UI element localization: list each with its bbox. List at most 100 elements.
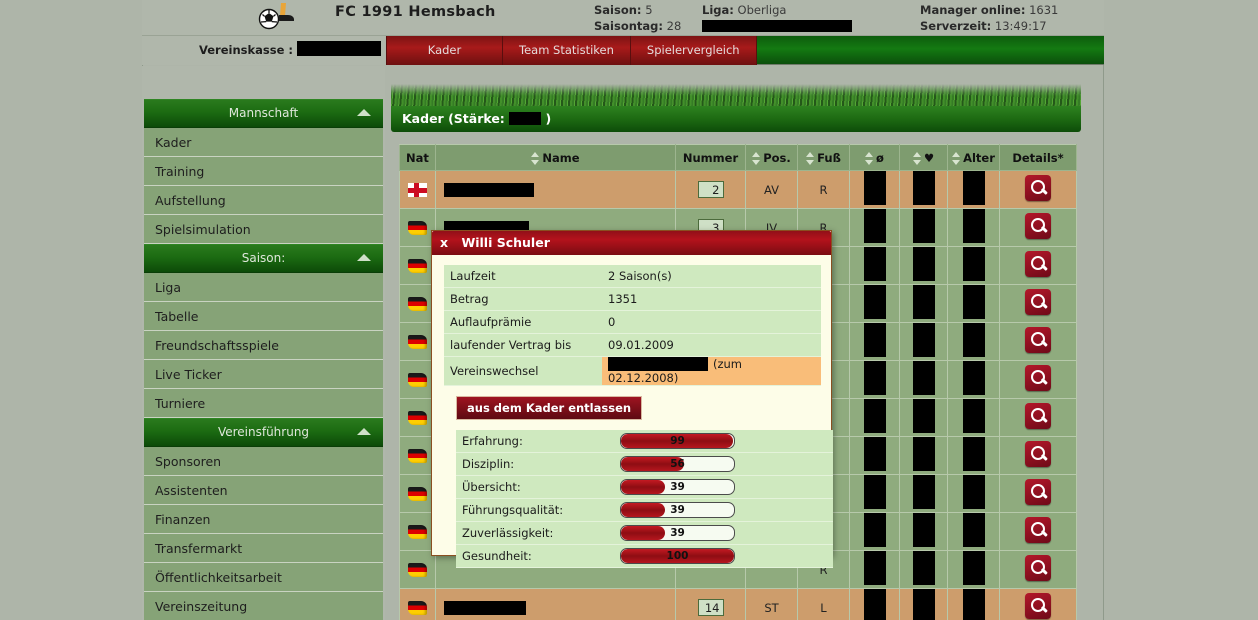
- germany-flag-icon: [408, 600, 427, 615]
- contract-value: 09.01.2009: [602, 333, 821, 357]
- table-row[interactable]: 14 ST L: [399, 588, 1077, 620]
- motivation-redacted: [912, 475, 935, 509]
- sidebar-item-finanzen[interactable]: Finanzen: [144, 505, 383, 534]
- sidebar-group-mannschaft[interactable]: Mannschaft: [144, 99, 383, 128]
- magnifier-icon[interactable]: [1025, 517, 1051, 543]
- cell-details[interactable]: [999, 360, 1077, 399]
- cell-details[interactable]: [999, 512, 1077, 551]
- magnifier-icon[interactable]: [1025, 365, 1051, 391]
- motivation-redacted: [912, 209, 935, 243]
- attribute-label: Übersicht:: [456, 475, 614, 499]
- magnifier-icon[interactable]: [1025, 327, 1051, 353]
- sidebar-group-saison[interactable]: Saison:: [144, 244, 383, 273]
- sidebar-item-vereinszeitung[interactable]: Vereinszeitung: [144, 592, 383, 620]
- cell-details[interactable]: [999, 436, 1077, 475]
- sidebar-item-kader[interactable]: Kader: [144, 128, 383, 157]
- jersey-number-input[interactable]: 14: [697, 599, 724, 616]
- cell-average: [849, 588, 900, 620]
- magnifier-icon[interactable]: [1025, 479, 1051, 505]
- sidebar-item-spielsimulation[interactable]: Spielsimulation: [144, 215, 383, 244]
- sidebar-item-sponsoren[interactable]: Sponsoren: [144, 447, 383, 476]
- sidebar-nav: Mannschaft Kader Training Aufstellung Sp…: [144, 99, 383, 620]
- cell-average: [849, 246, 900, 285]
- attribute-row: Zuverlässigkeit: 39: [456, 521, 833, 545]
- sidebar-item-aufstellung[interactable]: Aufstellung: [144, 186, 383, 215]
- player-name-redacted: [444, 182, 534, 197]
- magnifier-icon[interactable]: [1025, 555, 1051, 581]
- sidebar-group-vereinsfuehrung[interactable]: Vereinsführung: [144, 418, 383, 447]
- cell-nat: [399, 436, 436, 475]
- cell-details[interactable]: [999, 208, 1077, 247]
- cell-details[interactable]: [999, 398, 1077, 437]
- progress-bar: 39: [620, 502, 735, 518]
- cell-details[interactable]: [999, 170, 1077, 209]
- cell-details[interactable]: [999, 550, 1077, 589]
- magnifier-icon[interactable]: [1025, 175, 1051, 201]
- germany-flag-icon: [408, 448, 427, 463]
- tab-kader[interactable]: Kader: [386, 36, 503, 65]
- germany-flag-icon: [408, 334, 427, 349]
- sort-icon[interactable]: [806, 151, 815, 165]
- tab-team-statistiken[interactable]: Team Statistiken: [503, 36, 631, 65]
- sidebar-item-turniere[interactable]: Turniere: [144, 389, 383, 418]
- cell-details[interactable]: [999, 474, 1077, 513]
- cell-pos: AV: [745, 170, 798, 209]
- magnifier-icon[interactable]: [1025, 593, 1051, 619]
- cell-average: [849, 170, 900, 209]
- cell-details[interactable]: [999, 322, 1077, 361]
- col-alter[interactable]: Alter: [947, 144, 1000, 171]
- col-fuss[interactable]: Fuß: [797, 144, 850, 171]
- motivation-redacted: [912, 589, 935, 620]
- cell-details[interactable]: [999, 246, 1077, 285]
- col-nummer[interactable]: Nummer: [675, 144, 746, 171]
- sidebar-item-assistenten[interactable]: Assistenten: [144, 476, 383, 505]
- saison-value: 5: [645, 3, 653, 17]
- cell-motivation: [899, 322, 948, 361]
- sidebar-item-oeffentlichkeitsarbeit[interactable]: Öffentlichkeitsarbeit: [144, 563, 383, 592]
- club-logo-icon: [255, 2, 311, 32]
- close-icon[interactable]: x: [440, 235, 449, 250]
- saisontag-value: 28: [666, 19, 682, 33]
- contract-key: Auflaufprämie: [444, 310, 602, 334]
- sidebar-item-tabelle[interactable]: Tabelle: [144, 302, 383, 331]
- tab-spielervergleich[interactable]: Spielervergleich: [630, 36, 757, 65]
- sort-icon[interactable]: [865, 151, 874, 165]
- age-redacted: [962, 551, 985, 585]
- col-pos[interactable]: Pos.: [745, 144, 798, 171]
- contract-key: Laufzeit: [444, 265, 602, 288]
- sort-icon[interactable]: [531, 151, 540, 165]
- modal-titlebar: x Willi Schuler: [432, 231, 831, 255]
- vereinskasse-label: Vereinskasse :: [198, 43, 293, 57]
- table-row[interactable]: 2 AV R: [399, 170, 1077, 209]
- release-player-button[interactable]: aus dem Kader entlassen: [456, 396, 643, 420]
- sidebar-item-training[interactable]: Training: [144, 157, 383, 186]
- col-heart[interactable]: ♥: [899, 144, 948, 171]
- cell-alter: [947, 360, 1000, 399]
- magnifier-icon[interactable]: [1025, 213, 1051, 239]
- magnifier-icon[interactable]: [1025, 441, 1051, 467]
- motivation-redacted: [912, 323, 935, 357]
- cell-nummer[interactable]: 2: [675, 170, 746, 209]
- sort-icon[interactable]: [752, 151, 761, 165]
- col-avg[interactable]: ø: [849, 144, 900, 171]
- magnifier-icon[interactable]: [1025, 403, 1051, 429]
- sidebar-item-liga[interactable]: Liga: [144, 273, 383, 302]
- sort-icon[interactable]: [952, 151, 961, 165]
- jersey-number-input[interactable]: 2: [697, 181, 724, 198]
- serverzeit-value: 13:49:17: [994, 19, 1047, 33]
- col-name[interactable]: Name: [435, 144, 676, 171]
- sidebar-item-live-ticker[interactable]: Live Ticker: [144, 360, 383, 389]
- sidebar-item-transfermarkt[interactable]: Transfermarkt: [144, 534, 383, 563]
- cell-details[interactable]: [999, 284, 1077, 323]
- cell-nat: [399, 474, 436, 513]
- sort-icon[interactable]: [912, 151, 922, 165]
- denmark-flag-icon: [408, 182, 427, 197]
- magnifier-icon[interactable]: [1025, 251, 1051, 277]
- magnifier-icon[interactable]: [1025, 289, 1051, 315]
- cell-details[interactable]: [999, 588, 1077, 620]
- col-nat[interactable]: Nat: [399, 144, 436, 171]
- cell-nummer[interactable]: 14: [675, 588, 746, 620]
- motivation-redacted: [912, 247, 935, 281]
- serverzeit-label: Serverzeit:: [920, 19, 992, 33]
- sidebar-item-freundschaftsspiele[interactable]: Freundschaftsspiele: [144, 331, 383, 360]
